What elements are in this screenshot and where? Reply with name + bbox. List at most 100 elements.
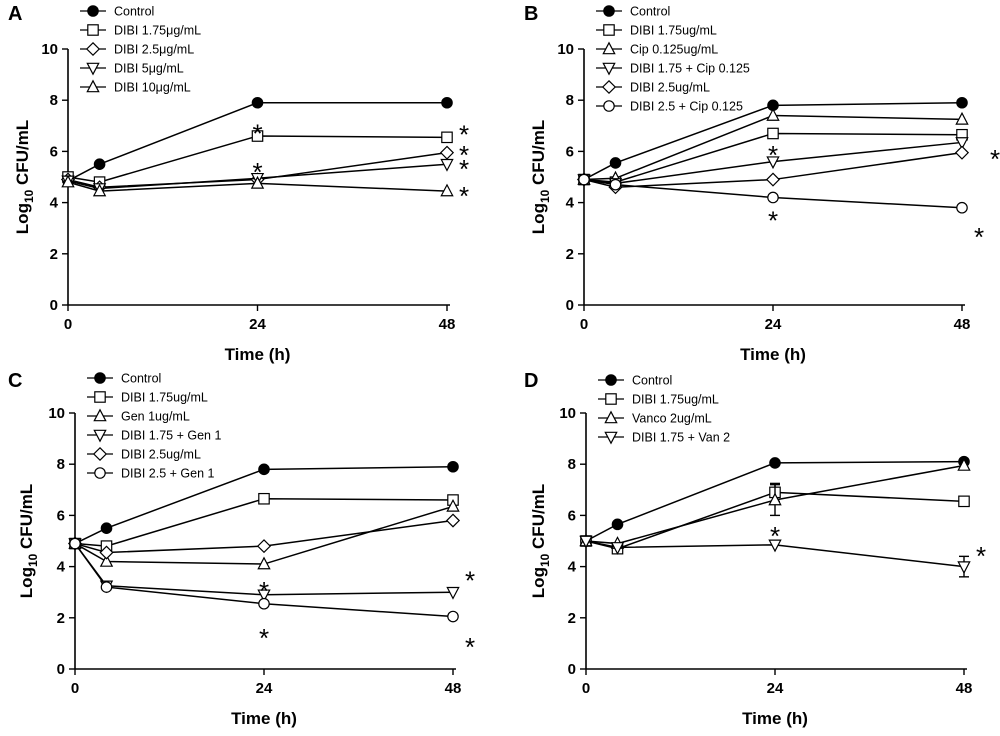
data-point xyxy=(578,173,590,186)
data-point xyxy=(769,457,781,469)
legend-marker xyxy=(85,41,101,57)
series-line xyxy=(67,135,448,183)
data-point xyxy=(251,130,264,142)
legend-marker xyxy=(86,62,100,76)
series-line xyxy=(74,505,454,565)
legend: Control DIBI 1.75ug/mL Vanco 2ug/mL DIBI 1.… xyxy=(598,374,730,445)
data-point xyxy=(956,201,968,214)
data-point xyxy=(446,586,460,600)
data-point xyxy=(767,191,779,204)
legend-marker xyxy=(86,79,100,93)
legend-marker xyxy=(87,24,99,36)
legend-label: DIBI 1.75 + Gen 1 xyxy=(121,429,221,443)
legend-marker xyxy=(603,24,615,36)
y-axis-title-log: Log xyxy=(529,567,548,598)
y-axis-title-subscript: 10 xyxy=(538,189,552,203)
panel-letter: B xyxy=(524,3,538,25)
legend-item: DIBI 1.75ug/mL xyxy=(598,393,719,407)
data-point xyxy=(765,172,781,187)
legend-marker xyxy=(605,374,617,386)
legend-label: DIBI 1.75 + Cip 0.125 xyxy=(630,62,750,76)
data-point xyxy=(768,492,782,506)
x-tick-label: 24 xyxy=(765,316,782,333)
y-tick-label: 10 xyxy=(557,41,574,58)
legend-label: Control xyxy=(121,372,161,386)
significance-star: * xyxy=(259,623,269,653)
legend: Control DIBI 1.75μg/mL DIBI 2.5μg/mL DIBI 5… xyxy=(80,5,201,95)
y-tick-label: 0 xyxy=(57,661,65,678)
y-axis-title-log: Log xyxy=(13,203,32,234)
legend-label: Control xyxy=(630,5,670,19)
y-tick-label: 10 xyxy=(48,405,65,422)
series-line xyxy=(67,163,448,190)
significance-star: * xyxy=(459,181,469,211)
legend-marker xyxy=(92,446,108,462)
series-line xyxy=(74,498,454,547)
series-5 xyxy=(69,537,459,623)
legend-label: DIBI 1.75 + Van 2 xyxy=(632,431,730,445)
data-point xyxy=(440,183,454,197)
legend-marker xyxy=(603,100,615,112)
x-tick-label: 24 xyxy=(767,680,784,697)
x-tick-label: 0 xyxy=(582,680,590,697)
significance-star: * xyxy=(259,576,269,606)
y-tick-label: 6 xyxy=(566,143,574,160)
x-tick-label: 48 xyxy=(954,316,971,333)
legend-label: DIBI 2.5μg/mL xyxy=(114,43,194,57)
data-point xyxy=(610,542,625,555)
data-point xyxy=(441,131,453,144)
legend-item: DIBI 1.75 + Gen 1 xyxy=(87,429,221,443)
legend-marker xyxy=(94,467,106,479)
legend-item: DIBI 1.75ug/mL xyxy=(596,24,717,38)
data-point xyxy=(258,492,270,505)
data-point xyxy=(257,589,271,603)
legend-item: DIBI 2.5 + Cip 0.125 xyxy=(596,100,743,114)
y-tick-label: 2 xyxy=(568,610,576,627)
data-point xyxy=(99,553,114,567)
y-axis-title-unit: CFU/mL xyxy=(529,484,548,554)
legend-item: DIBI 2.5ug/mL xyxy=(87,446,201,462)
data-point xyxy=(611,518,624,531)
series-line xyxy=(585,464,965,545)
series-2 xyxy=(68,498,460,570)
legend-marker xyxy=(605,393,617,405)
y-tick-label: 4 xyxy=(57,559,66,576)
significance-star: * xyxy=(459,140,469,170)
legend-item: DIBI 1.75μg/mL xyxy=(80,24,201,38)
data-point xyxy=(100,581,113,593)
data-point xyxy=(767,127,779,140)
y-axis-title-log: Log xyxy=(529,203,548,234)
data-point xyxy=(257,556,271,570)
x-tick-label: 0 xyxy=(64,316,72,333)
x-tick-label: 24 xyxy=(249,316,266,333)
legend-item: DIBI 1.75 + Van 2 xyxy=(598,431,730,445)
series-line xyxy=(74,519,454,554)
legend-marker xyxy=(604,410,618,424)
data-point xyxy=(258,463,270,476)
legend-label: Cip 0.125ug/mL xyxy=(630,43,718,57)
legend-marker xyxy=(93,408,107,422)
legend-label: DIBI 1.75ug/mL xyxy=(121,391,208,405)
data-point xyxy=(447,460,459,473)
y-axis-title-log: Log xyxy=(17,567,36,598)
data-point xyxy=(439,145,455,160)
y-axis-title: Log10 CFU/mL xyxy=(529,484,552,598)
data-point xyxy=(956,96,968,109)
panel-letter: C xyxy=(8,370,22,392)
y-tick-label: 4 xyxy=(50,195,59,212)
legend-label: Control xyxy=(632,374,672,388)
y-tick-label: 10 xyxy=(41,41,58,58)
series-line xyxy=(585,460,965,542)
legend-marker xyxy=(602,62,616,76)
data-point xyxy=(440,158,454,172)
legend-item: Vanco 2ug/mL xyxy=(598,410,712,426)
y-axis-title-subscript: 10 xyxy=(22,189,36,203)
legend-item: DIBI 5μg/mL xyxy=(80,62,184,76)
data-point xyxy=(957,457,971,471)
legend-marker xyxy=(602,41,616,55)
series-5 xyxy=(578,173,968,214)
significance-star: * xyxy=(465,632,475,662)
